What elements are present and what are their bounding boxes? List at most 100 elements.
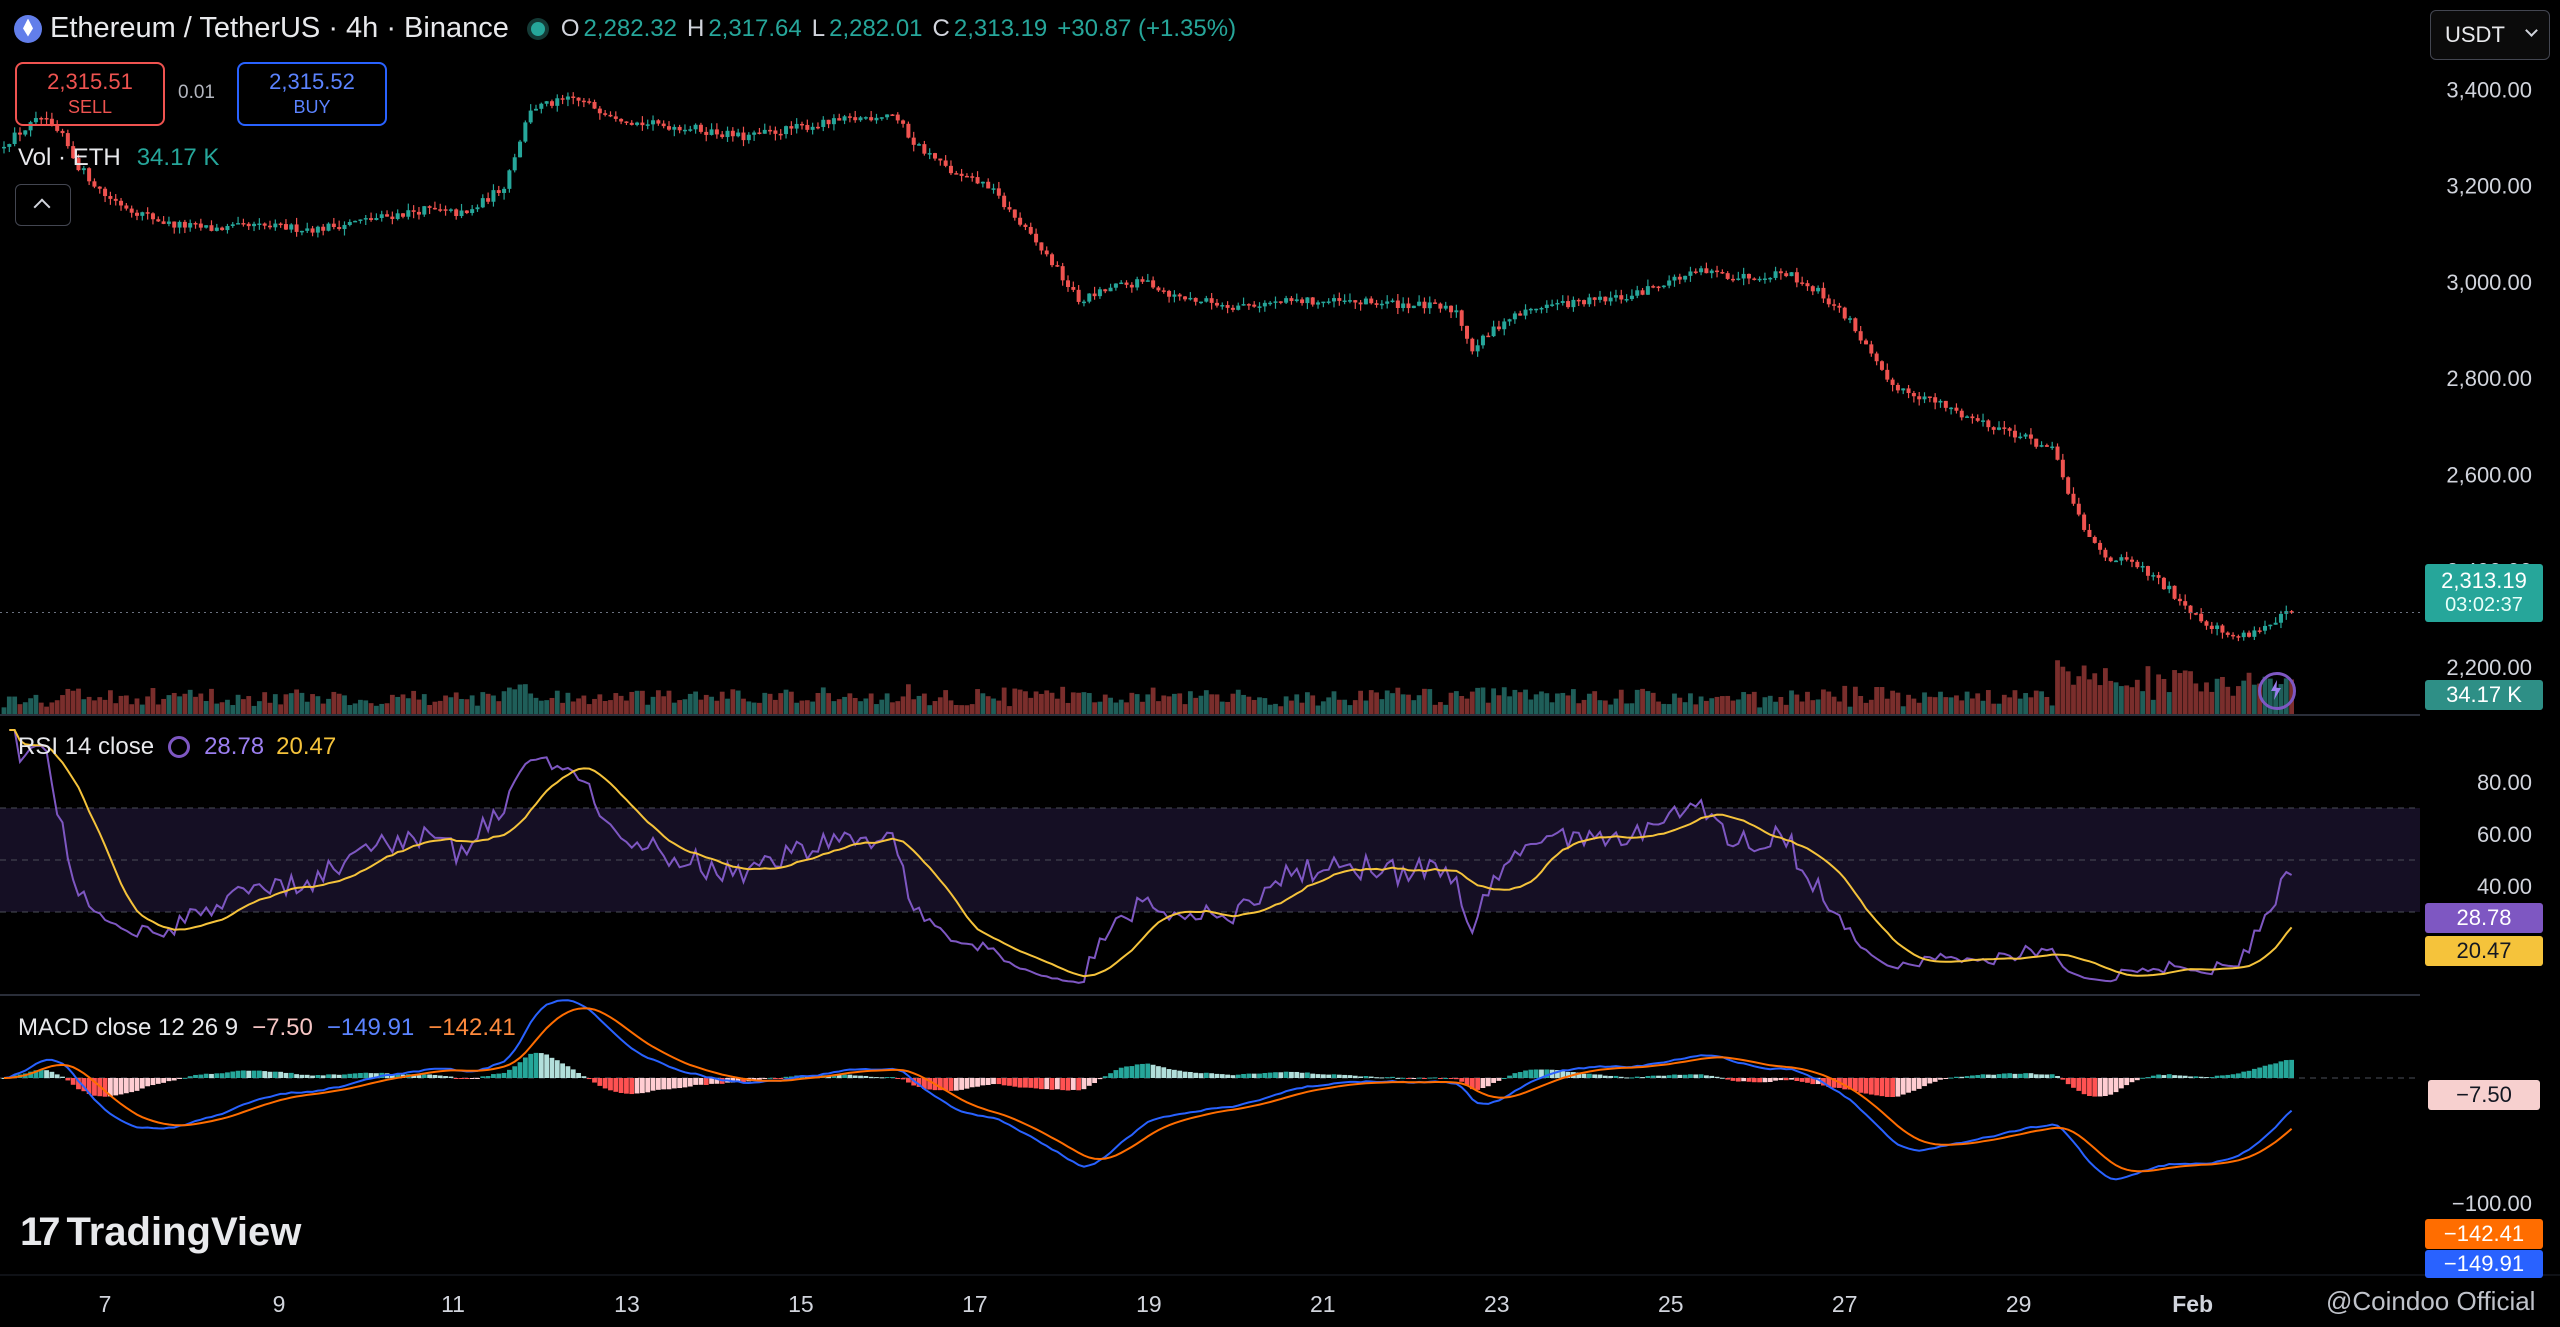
candle-body (1145, 280, 1150, 282)
volume-bar (33, 694, 39, 714)
candle-body (502, 188, 507, 193)
macd-histogram-bar (1608, 1075, 1614, 1078)
macd-histogram-bar (1092, 1078, 1097, 1084)
candle-body (97, 186, 102, 189)
candle-body (230, 224, 235, 226)
candle-body (470, 209, 475, 214)
candle-body (1363, 298, 1368, 305)
candle-body (576, 97, 581, 101)
macd-histogram-bar (2188, 1076, 2193, 1078)
macd-histogram-bar (469, 1078, 475, 1079)
volume-bar (1108, 697, 1113, 714)
high-value: 2,317.64 (708, 14, 802, 42)
volume-bar (113, 703, 119, 714)
sell-button[interactable]: 2,315.51 SELL (15, 62, 165, 126)
volume-bar (1528, 699, 1534, 714)
volume-legend[interactable]: Vol · ETH 34.17 K (18, 144, 219, 172)
macd-histogram-bar (2161, 1075, 2167, 1078)
candle-body (374, 218, 379, 221)
volume-bar (762, 692, 768, 714)
volume-bar (12, 696, 18, 714)
volume-bar (1773, 701, 1778, 714)
close-label: C (932, 14, 950, 42)
candle-body (555, 98, 560, 106)
volume-bar (267, 702, 273, 714)
candle-body (1949, 407, 1954, 410)
volume-bar (996, 700, 1002, 714)
macd-histogram-bar (597, 1078, 603, 1086)
rsi-legend[interactable]: RSI 14 close 28.78 20.47 (18, 733, 336, 761)
symbol-header[interactable]: Ethereum / TetherUS · 4h · Binance O 2,2… (14, 12, 1236, 45)
volume-bar (693, 691, 698, 714)
lightning-icon[interactable] (2258, 672, 2296, 710)
volume-bar (1395, 687, 1401, 714)
candle-body (587, 101, 592, 103)
macd-line-tag: −149.91 (2425, 1250, 2543, 1278)
volume-bar (1182, 704, 1188, 714)
candle-body (1789, 272, 1794, 277)
candle-body (358, 219, 363, 221)
candle-body (353, 220, 358, 223)
candle-body (1321, 301, 1326, 304)
candle-body (1677, 276, 1682, 280)
candle-body (1970, 416, 1975, 419)
volume-bar (65, 688, 71, 714)
volume-bar (1001, 687, 1007, 714)
volume-bar (187, 689, 193, 714)
volume-bar (342, 695, 347, 714)
volume-bar (629, 691, 635, 714)
volume-bar (2150, 699, 2156, 714)
macd-histogram-bar (2039, 1074, 2044, 1078)
macd-histogram-bar (1438, 1078, 1443, 1079)
volume-bar (799, 700, 805, 714)
macd-histogram-bar (347, 1073, 353, 1078)
candle-body (863, 117, 868, 119)
volume-bar (427, 704, 432, 714)
volume-bar (1714, 696, 1720, 714)
currency-button[interactable]: USDT (2430, 10, 2550, 60)
volume-bar (714, 700, 720, 714)
macd-histogram-bar (2092, 1078, 2098, 1097)
volume-bar (411, 690, 417, 714)
macd-histogram-bar (2283, 1060, 2289, 1078)
candle-body (1379, 303, 1384, 306)
volume-bar (1863, 702, 1869, 714)
candle-body (1401, 303, 1406, 309)
candle-body (2028, 434, 2033, 439)
candle-body (1470, 338, 1475, 352)
candle-body (2119, 557, 2124, 561)
macd-legend[interactable]: MACD close 12 26 9 −7.50 −149.91 −142.41 (18, 1014, 516, 1042)
volume-bar (49, 702, 55, 714)
macd-histogram-bar (262, 1071, 268, 1078)
symbol-title[interactable]: Ethereum / TetherUS · 4h · Binance (50, 12, 509, 44)
volume-bar (331, 691, 337, 714)
sync-icon (168, 736, 191, 758)
candle-body (2076, 503, 2081, 515)
macd-histogram-bar (2081, 1078, 2087, 1095)
macd-histogram-bar (1193, 1072, 1199, 1078)
candle-body (2071, 493, 2076, 504)
buy-price: 2,315.52 (269, 69, 355, 94)
macd-histogram-bar (155, 1078, 161, 1084)
spread-value: 0.01 (178, 82, 215, 103)
macd-histogram-bar (1028, 1078, 1034, 1088)
macd-histogram-bar (2251, 1068, 2257, 1078)
macd-histogram-bar (1, 1078, 7, 1079)
volume-bar (1315, 705, 1321, 714)
volume-bar (964, 705, 970, 714)
volume-bar (1602, 700, 1608, 714)
volume-bar (1533, 694, 1539, 714)
macd-histogram-bar (1496, 1078, 1502, 1081)
volume-bar (448, 697, 454, 714)
macd-histogram-bar (320, 1075, 326, 1078)
candle-body (1688, 271, 1693, 276)
volume-bar (1959, 700, 1965, 714)
volume-bar (1219, 701, 1225, 714)
buy-button[interactable]: 2,315.52 BUY (237, 62, 387, 126)
collapse-legend-button[interactable] (15, 184, 71, 226)
macd-histogram-bar (1586, 1073, 1592, 1078)
candle-body (2007, 428, 2012, 431)
volume-bar (155, 704, 161, 714)
tradingview-logo[interactable]: 17 TradingView (20, 1210, 301, 1255)
